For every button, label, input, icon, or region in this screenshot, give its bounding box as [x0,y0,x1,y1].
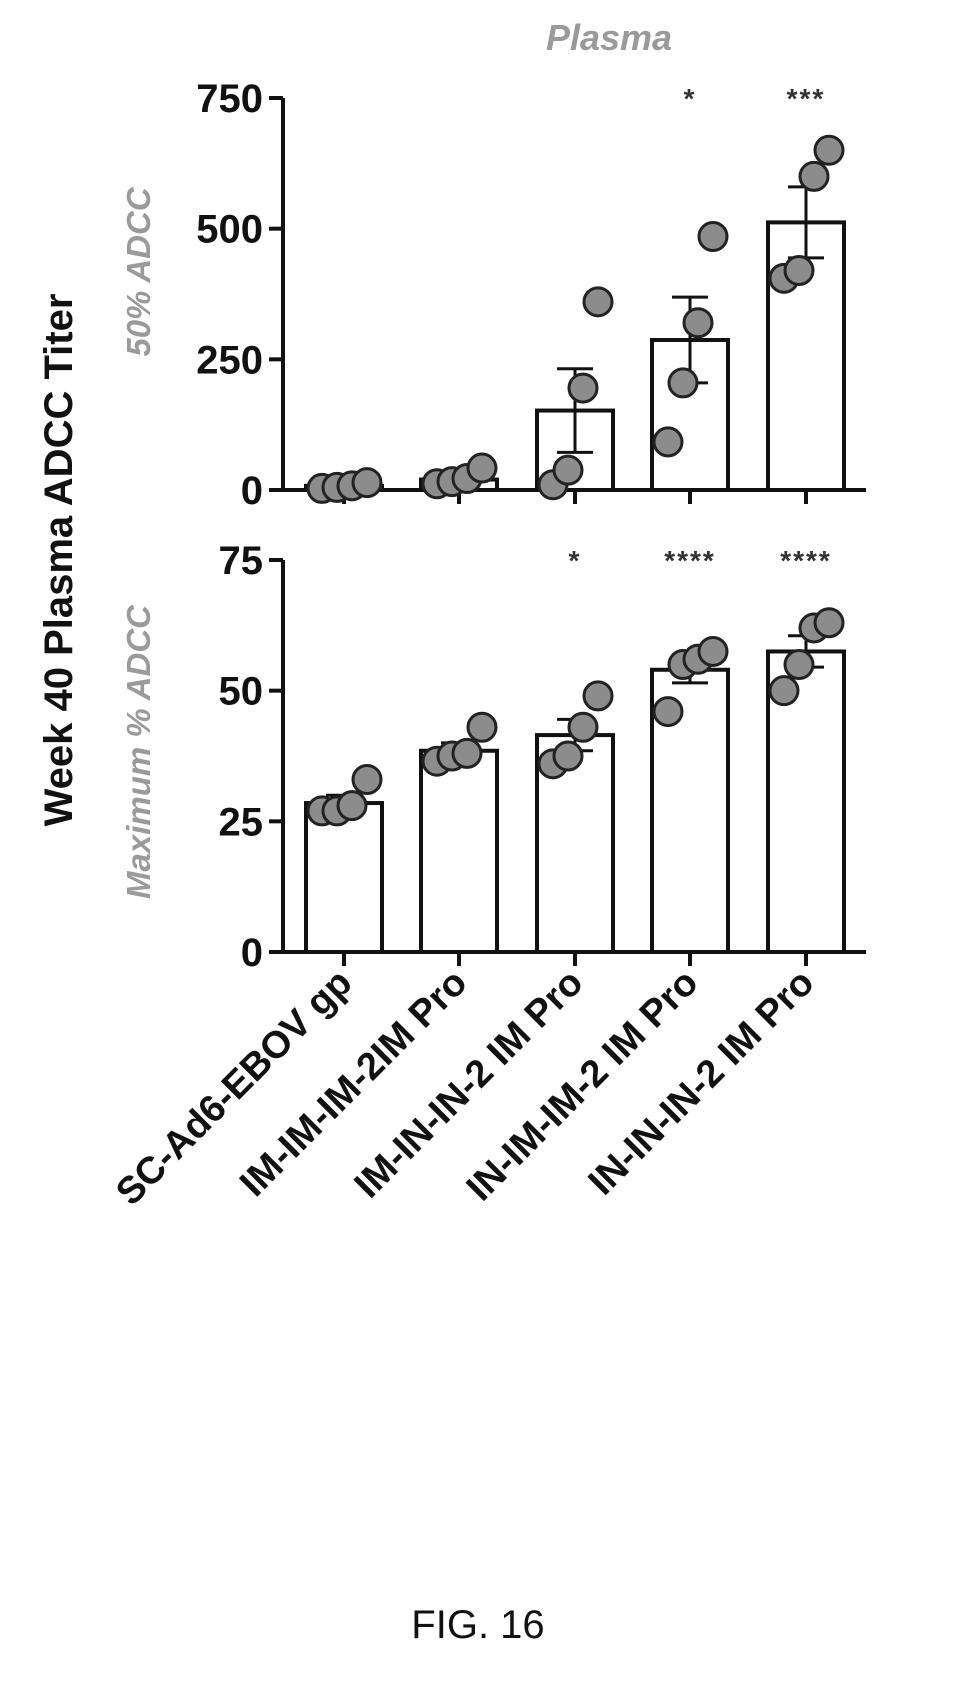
panel-1-point-1-2 [451,737,483,769]
panel-1-y-label: Maximum % ADCC [120,604,157,899]
panel-0-point-3-2 [682,307,714,339]
panel-1-ytick-label-2: 50 [219,670,264,714]
panel-1-significance-2: * [569,545,582,576]
panel-1-significance-3: **** [664,545,716,576]
panel-1-point-3-0 [652,696,684,728]
panel-1-significance-4: **** [780,545,832,576]
panel-0-ytick-label-2: 500 [196,208,263,252]
y-axis-label: Week 40 Plasma ADCC Titer [37,294,81,827]
panel-1-point-2-1 [552,740,584,772]
panel-0-point-1-3 [466,452,498,484]
panel-0-point-3-0 [652,426,684,458]
panel-1-bar-1 [419,748,499,954]
panel-0-point-3-3 [697,221,729,253]
panel-0-point-2-2 [567,372,599,404]
panel-1-point-0-2 [336,790,368,822]
panel-0-y-label: 50% ADCC [120,186,157,356]
panel-0-ytick-label-1: 250 [196,338,263,382]
figure-caption: FIG. 16 [411,1603,544,1647]
panel-1-point-3-3 [697,635,729,667]
panel-1-point-4-1 [783,649,815,681]
panel-0-point-4-3 [813,134,845,166]
panel-1-point-4-0 [768,675,800,707]
panel-0-ytick-label-3: 750 [196,77,263,121]
panel-0-point-0-3 [351,467,383,499]
panel-1-point-2-3 [582,680,614,712]
panel-1-point-2-2 [567,711,599,743]
panel-0-point-3-1 [667,367,699,399]
panel-1-point-1-3 [466,711,498,743]
panel-1-point-0-3 [351,764,383,796]
panel-0-point-2-1 [552,454,584,486]
panel-1-ytick-label-0: 0 [241,931,263,975]
panel-0-point-2-3 [582,286,614,318]
chart-title: Plasma [546,17,672,58]
panel-1-ytick-label-3: 75 [219,539,264,583]
panel-1-point-4-3 [813,607,845,639]
panel-1-ytick-label-1: 25 [219,800,264,844]
panel-0-point-4-2 [798,160,830,192]
panel-0-significance-3: * [684,83,697,114]
panel-0-point-4-1 [783,254,815,286]
category-label-4: IN-IN-IN-2 IM Pro [581,962,823,1204]
panel-0-significance-4: *** [787,83,826,114]
panel-0-ytick-label-0: 0 [241,469,263,513]
